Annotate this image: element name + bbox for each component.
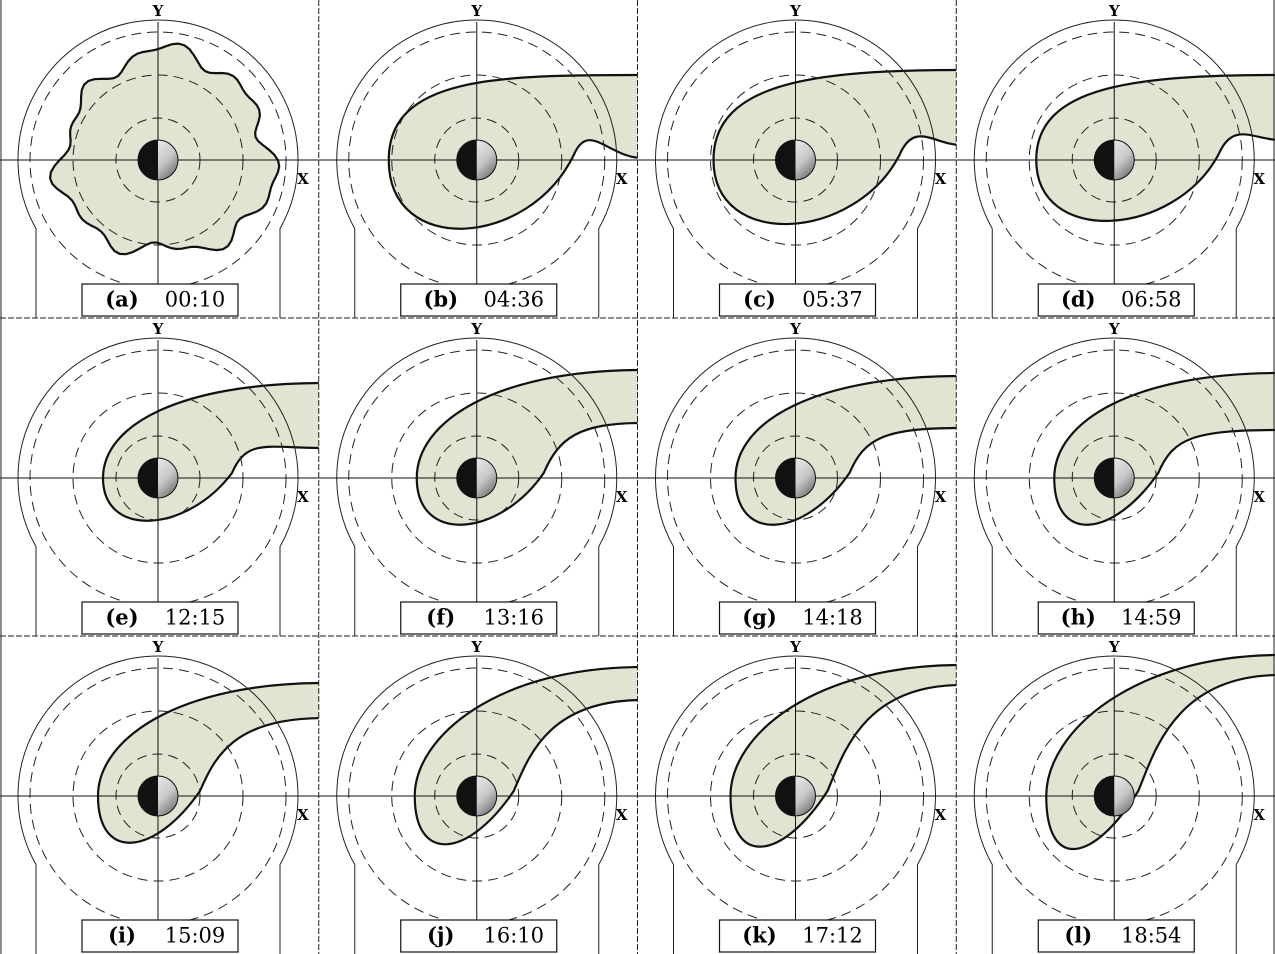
panel: Y X (f) 13:16 — [319, 320, 643, 636]
plasmasphere — [415, 667, 643, 844]
x-axis-label: X — [297, 170, 309, 188]
panel-label: (g) — [742, 605, 777, 630]
panel-label: (h) — [1061, 605, 1096, 630]
y-axis-label: Y — [470, 320, 482, 338]
y-axis-label: Y — [470, 2, 482, 20]
x-axis-label: X — [616, 806, 628, 824]
panel-label: (l) — [1064, 923, 1092, 948]
panel-content — [638, 656, 962, 954]
plasmasphere — [714, 70, 962, 224]
x-axis-label: X — [1253, 170, 1265, 188]
panel: Y X (g) 14:18 — [638, 320, 962, 636]
x-axis-label: X — [935, 170, 947, 188]
panel: Y X (a) 00:10 — [0, 2, 319, 318]
x-axis-label: X — [616, 170, 628, 188]
y-axis-label: Y — [1108, 320, 1120, 338]
x-axis-label: X — [297, 806, 309, 824]
panel: Y X (c) 05:37 — [638, 2, 962, 318]
plasmasphere — [417, 370, 643, 525]
panel-label: (e) — [105, 605, 138, 630]
panel-content — [319, 656, 643, 954]
panel-time: 14:18 — [802, 606, 863, 630]
figure: YX(a)00:10YX(b)04:36YX(c)05:37YX(d)06:58… — [0, 0, 1275, 954]
panel-label: (f) — [426, 605, 455, 630]
panel-content — [956, 338, 1275, 636]
panel-content — [638, 338, 962, 636]
panel: Y X (l) 18:54 — [956, 638, 1275, 954]
y-axis-label: Y — [789, 2, 801, 20]
panel-time: 14:59 — [1121, 606, 1182, 630]
plasmasphere — [389, 75, 643, 229]
panel-label: (k) — [742, 923, 776, 948]
panel-label: (c) — [743, 287, 776, 312]
panel-time: 17:12 — [802, 924, 863, 948]
plasmasphere — [1046, 655, 1275, 849]
panel-content — [319, 338, 643, 636]
panel-label: (a) — [105, 287, 138, 312]
panel: Y X (h) 14:59 — [956, 320, 1275, 636]
y-axis-label: Y — [152, 2, 164, 20]
plasmasphere — [103, 383, 324, 521]
y-axis-label: Y — [789, 638, 801, 656]
panel-time: 15:09 — [165, 924, 226, 948]
plasmasphere — [1054, 373, 1275, 525]
panel: Y X (j) 16:10 — [319, 638, 643, 954]
panel: Y X (d) 06:58 — [956, 2, 1275, 318]
x-axis-label: X — [297, 488, 309, 506]
panel: Y X (e) 12:15 — [0, 320, 324, 636]
y-axis-label: Y — [152, 638, 164, 656]
panel-content — [0, 656, 324, 954]
y-axis-label: Y — [789, 320, 801, 338]
panel-content — [0, 20, 319, 318]
panel: Y X (i) 15:09 — [0, 638, 324, 954]
y-axis-label: Y — [1108, 638, 1120, 656]
y-axis-label: Y — [152, 320, 164, 338]
panel-content — [638, 20, 962, 318]
panel-time: 12:15 — [165, 606, 226, 630]
x-axis-label: X — [1253, 488, 1265, 506]
panel-time: 06:58 — [1121, 288, 1182, 312]
x-axis-label: X — [935, 488, 947, 506]
y-axis-label: Y — [1108, 2, 1120, 20]
panel-content — [319, 20, 643, 318]
panel-label: (d) — [1061, 287, 1096, 312]
panel-time: 00:10 — [165, 288, 226, 312]
x-axis-label: X — [616, 488, 628, 506]
panel-time: 16:10 — [483, 924, 544, 948]
x-axis-label: X — [1253, 806, 1265, 824]
panel: Y X (b) 04:36 — [319, 2, 643, 318]
panel-time: 13:16 — [483, 606, 544, 630]
panel-content — [0, 338, 324, 636]
panel-label: (b) — [423, 287, 458, 312]
plasmasphere — [731, 665, 962, 847]
panel-content — [956, 20, 1275, 318]
panel: Y X (k) 17:12 — [638, 638, 962, 954]
y-axis-label: Y — [470, 638, 482, 656]
panel-time: 18:54 — [1121, 924, 1182, 948]
panel-label: (i) — [108, 923, 136, 948]
panel-time: 05:37 — [802, 288, 863, 312]
x-axis-label: X — [935, 806, 947, 824]
panel-label: (j) — [427, 923, 454, 948]
panel-time: 04:36 — [483, 288, 544, 312]
panel-content — [956, 655, 1275, 954]
plasmasphere — [736, 376, 962, 525]
